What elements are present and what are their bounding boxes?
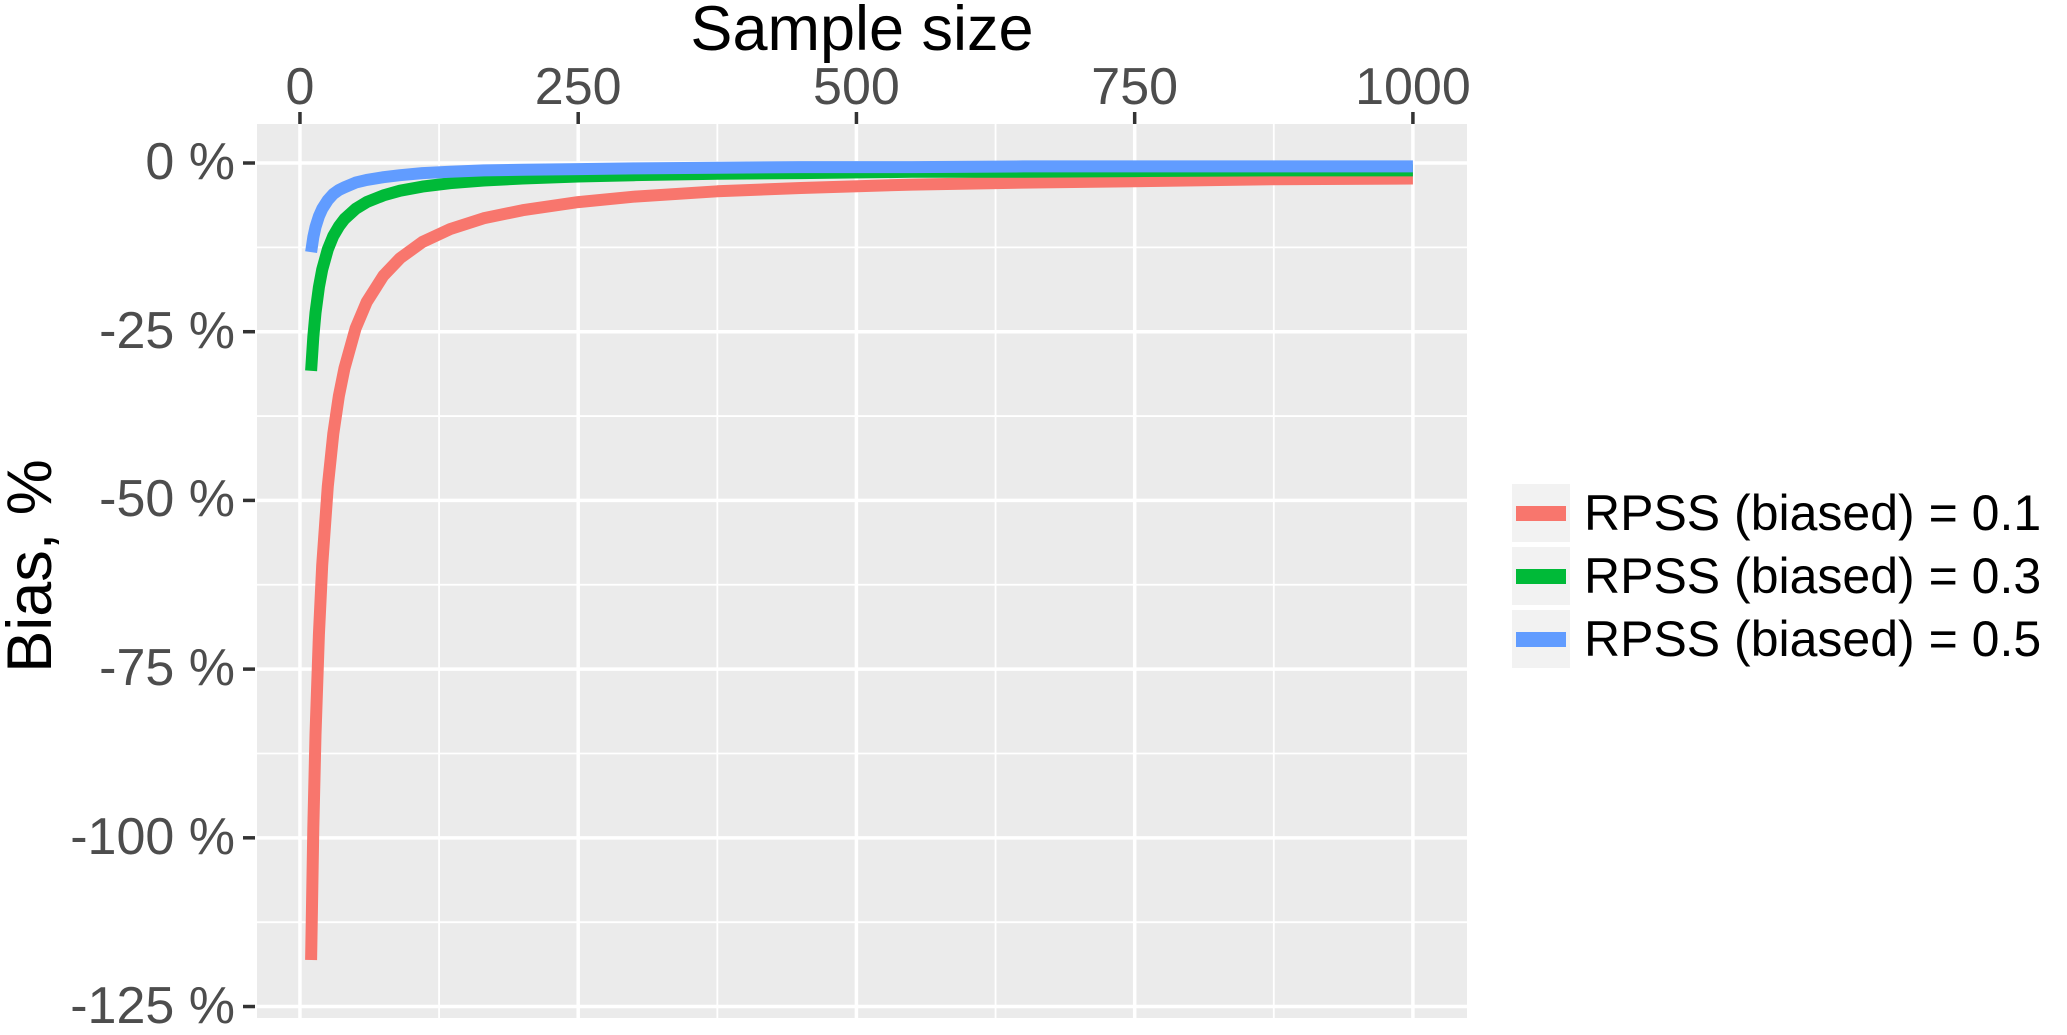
x-tick-label: 500 (813, 58, 900, 116)
legend-item: RPSS (biased) = 0.1 (1512, 484, 2041, 542)
legend-label: RPSS (biased) = 0.3 (1584, 548, 2042, 604)
legend-item: RPSS (biased) = 0.3 (1512, 547, 2041, 605)
x-tick-label: 0 (285, 58, 315, 116)
legend-item: RPSS (biased) = 0.5 (1512, 610, 2041, 668)
y-tick-label: -50 % (99, 470, 235, 529)
series-line-0.1 (305, 172, 1413, 961)
legend-label: RPSS (biased) = 0.1 (1584, 485, 2042, 541)
legend-label: RPSS (biased) = 0.5 (1584, 611, 2042, 667)
x-tick-label: 250 (534, 58, 622, 116)
legend-line-swatch (1516, 631, 1566, 647)
legend-line-swatch (1516, 505, 1566, 521)
series-line-0.5 (305, 160, 1413, 253)
y-tick-label: -25 % (99, 301, 235, 360)
legend-key (1512, 610, 1570, 668)
x-axis-title: Sample size (690, 0, 1034, 64)
y-tick-label: -100 % (70, 807, 235, 866)
y-tick-label: -125 % (70, 976, 235, 1035)
y-tick-label: 0 % (145, 133, 235, 191)
legend-key (1512, 547, 1570, 605)
legend-line-swatch (1516, 568, 1566, 584)
x-tick-label: 1000 (1355, 58, 1471, 116)
y-tick-label: -75 % (99, 639, 235, 698)
x-tick-label: 750 (1091, 58, 1179, 116)
panel-background (257, 124, 1467, 1018)
legend-key (1512, 484, 1570, 542)
